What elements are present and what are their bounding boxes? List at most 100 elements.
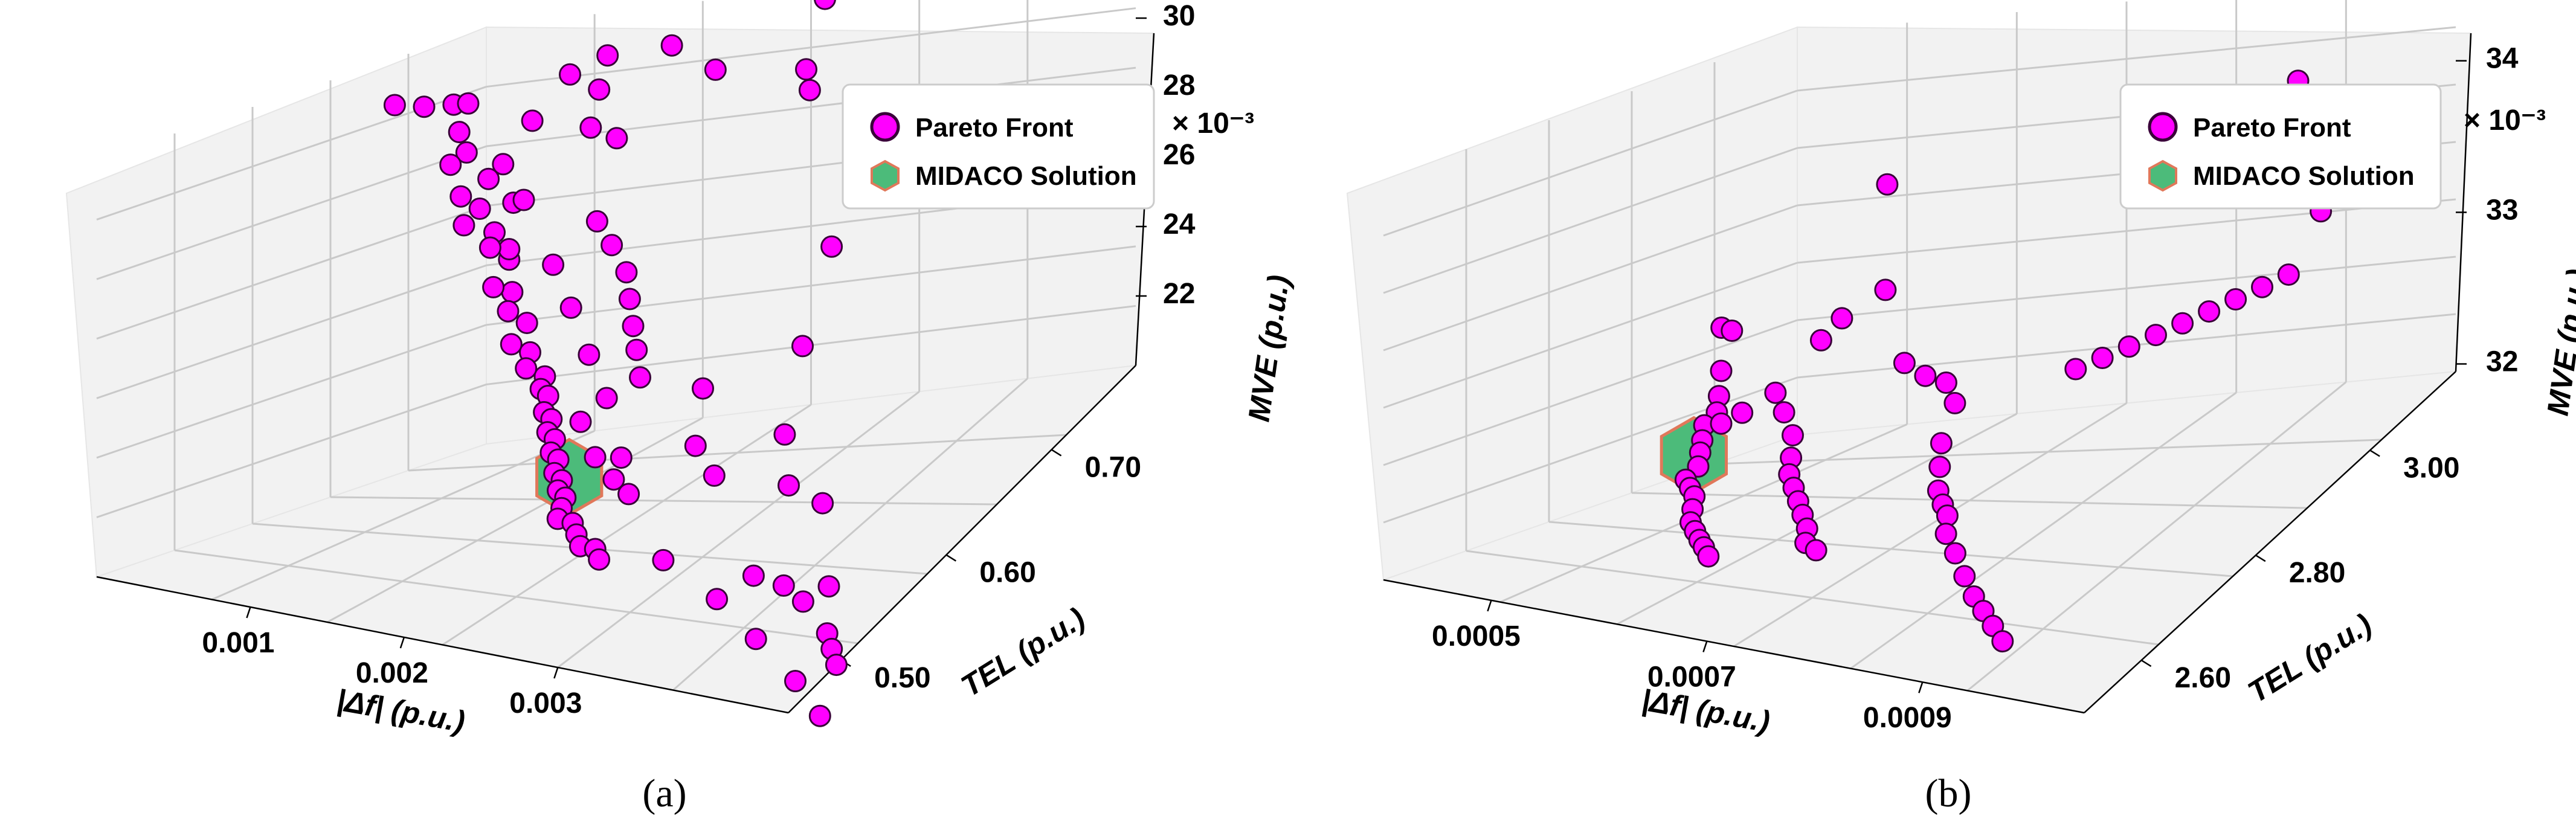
pareto-point [610, 446, 633, 469]
pareto-point [629, 366, 651, 389]
pareto-point [601, 234, 623, 257]
pareto-point [1934, 371, 1957, 394]
scatter-points-b [1660, 69, 2333, 653]
pareto-point [455, 141, 478, 164]
legend-midaco-marker-a [871, 159, 900, 192]
pareto-point [585, 210, 608, 233]
pareto-point [1876, 173, 1899, 196]
pareto-point [2251, 275, 2273, 298]
pareto-point [584, 446, 607, 469]
z-tick-label-a: 30 [1163, 0, 1195, 32]
y-tick-label-b: 3.00 [2403, 452, 2459, 484]
pareto-point [569, 410, 592, 433]
pareto-point [1914, 364, 1937, 387]
pareto-point [596, 44, 619, 67]
pareto-point [501, 281, 524, 304]
z-axis-label-b: MVE (p.u.) [2540, 267, 2576, 418]
pareto-point [2091, 347, 2114, 369]
pareto-point [1773, 401, 1795, 424]
pareto-point [820, 235, 843, 258]
pareto-point [784, 670, 807, 692]
pareto-point [1943, 542, 1966, 565]
pareto-point [692, 377, 714, 400]
pareto-point [605, 127, 628, 150]
pareto-point [477, 167, 500, 190]
pareto-point [625, 338, 648, 361]
z-axis-label-a: MVE (p.u.) [1241, 273, 1295, 424]
axes-b [1383, 33, 2472, 714]
pareto-point [559, 63, 581, 86]
grid-a [96, 0, 1136, 691]
z-multiplier-b: × 10⁻³ [2464, 104, 2546, 137]
pareto-point [2198, 300, 2221, 323]
z-tick-label-b: 34 [2486, 43, 2519, 75]
legend-b: Pareto Front MIDACO Solution [2119, 83, 2442, 210]
pareto-point [791, 590, 814, 613]
pareto-point [498, 238, 521, 260]
pareto-point [2145, 324, 2167, 347]
y-tick-label-a: 0.50 [874, 662, 930, 694]
pareto-point [703, 464, 726, 487]
z-tick-label-a: 24 [1163, 208, 1196, 240]
z-tick-label-a: 28 [1163, 69, 1195, 101]
pareto-point [457, 92, 480, 115]
pareto-point [2277, 263, 2300, 286]
pareto-point [452, 214, 475, 237]
pareto-point [1710, 412, 1733, 435]
pareto-point [772, 574, 795, 597]
pareto-point [512, 188, 535, 211]
legend-pareto-label-b: Pareto Front [2193, 113, 2351, 143]
pareto-point [615, 261, 638, 284]
pareto-point [1953, 565, 1976, 588]
pareto-point [1930, 432, 1953, 455]
pareto-point [1943, 391, 1966, 414]
pareto-point [1893, 352, 1916, 375]
pareto-point [1710, 359, 1733, 382]
pareto-point [1731, 401, 1754, 424]
pareto-point [798, 79, 821, 101]
pareto-point [497, 300, 520, 323]
pareto-point [817, 575, 840, 598]
x-axis-label-a: |Δf| (p.u.) [334, 683, 468, 739]
pareto-point [521, 109, 544, 132]
pareto-point [618, 288, 641, 310]
pareto-point [383, 94, 406, 117]
ticks-a: 0.001 0.002 0.003 0.50 0.60 0.70 22 24 26 28 30 [202, 0, 1195, 719]
pareto-point [2117, 335, 2140, 358]
pareto-point [811, 492, 834, 515]
pareto-point [1934, 522, 1957, 545]
pareto-point [704, 58, 727, 81]
x-tick-label-a: 0.002 [356, 657, 428, 689]
pareto-point [449, 185, 472, 208]
legend-midaco-label-a: MIDACO Solution [915, 161, 1137, 191]
legend-a: Pareto Front MIDACO Solution [842, 83, 1155, 210]
pareto-point [588, 78, 611, 101]
pareto-point [1764, 381, 1787, 404]
pareto-point [617, 483, 640, 506]
legend-pareto-label-a: Pareto Front [915, 113, 1074, 143]
pareto-point [1721, 320, 1744, 342]
pareto-point [684, 434, 707, 457]
pareto-point [478, 236, 501, 259]
pareto-point [706, 588, 729, 611]
pareto-point [515, 312, 538, 335]
y-axis-label-b: TEL (p.u.) [2242, 607, 2377, 709]
y-tick-label-a: 0.60 [979, 557, 1035, 589]
x-tick-label-b: 0.0005 [1432, 620, 1521, 652]
pareto-point [482, 275, 505, 298]
pareto-point [1809, 329, 1832, 352]
y-tick-label-b: 2.80 [2289, 557, 2345, 589]
pareto-point [448, 121, 471, 144]
pareto-point [622, 315, 645, 338]
z-tick-label-a: 22 [1163, 278, 1195, 310]
x-tick-label-a: 0.001 [202, 627, 274, 659]
pareto-point [595, 387, 618, 410]
pareto-point [559, 296, 582, 319]
x-tick-label-b: 0.0009 [1863, 702, 1952, 734]
pareto-point [1991, 630, 2014, 653]
pareto-point [1831, 307, 1853, 330]
pareto-point [791, 335, 814, 358]
caption-b: (b) [1925, 771, 1972, 815]
